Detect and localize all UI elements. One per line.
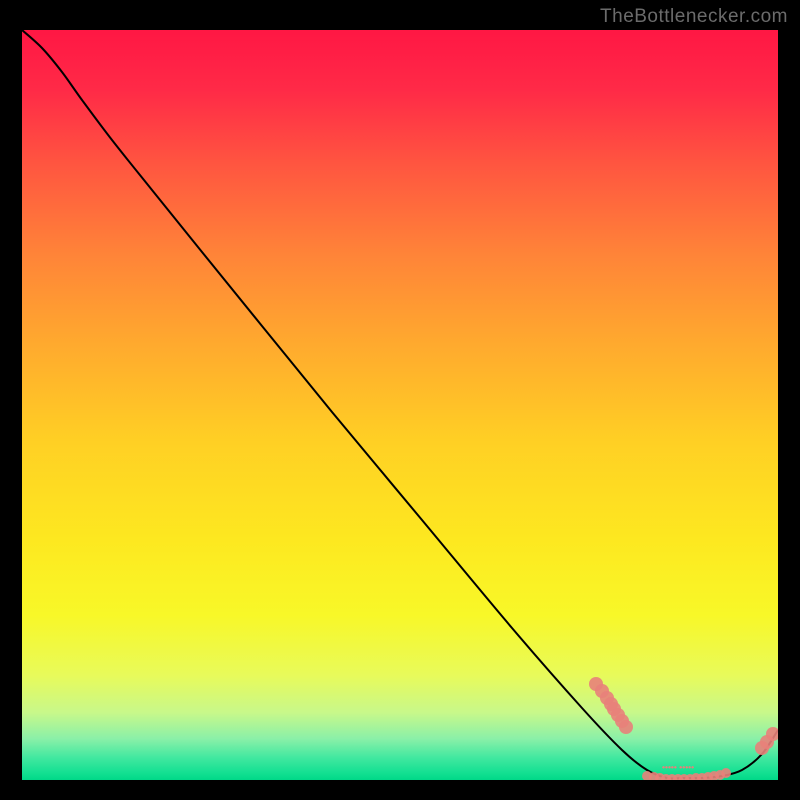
chart-container: TheBottlenecker.com ••••• •••••	[0, 0, 800, 800]
data-point-dot	[721, 768, 731, 778]
chart-background	[22, 30, 778, 780]
data-point-dot	[619, 720, 633, 734]
chart-area: ••••• •••••	[22, 30, 778, 780]
cluster-text: ••••• •••••	[662, 762, 694, 772]
chart-svg: ••••• •••••	[22, 30, 778, 780]
attribution-text: TheBottlenecker.com	[600, 6, 788, 28]
